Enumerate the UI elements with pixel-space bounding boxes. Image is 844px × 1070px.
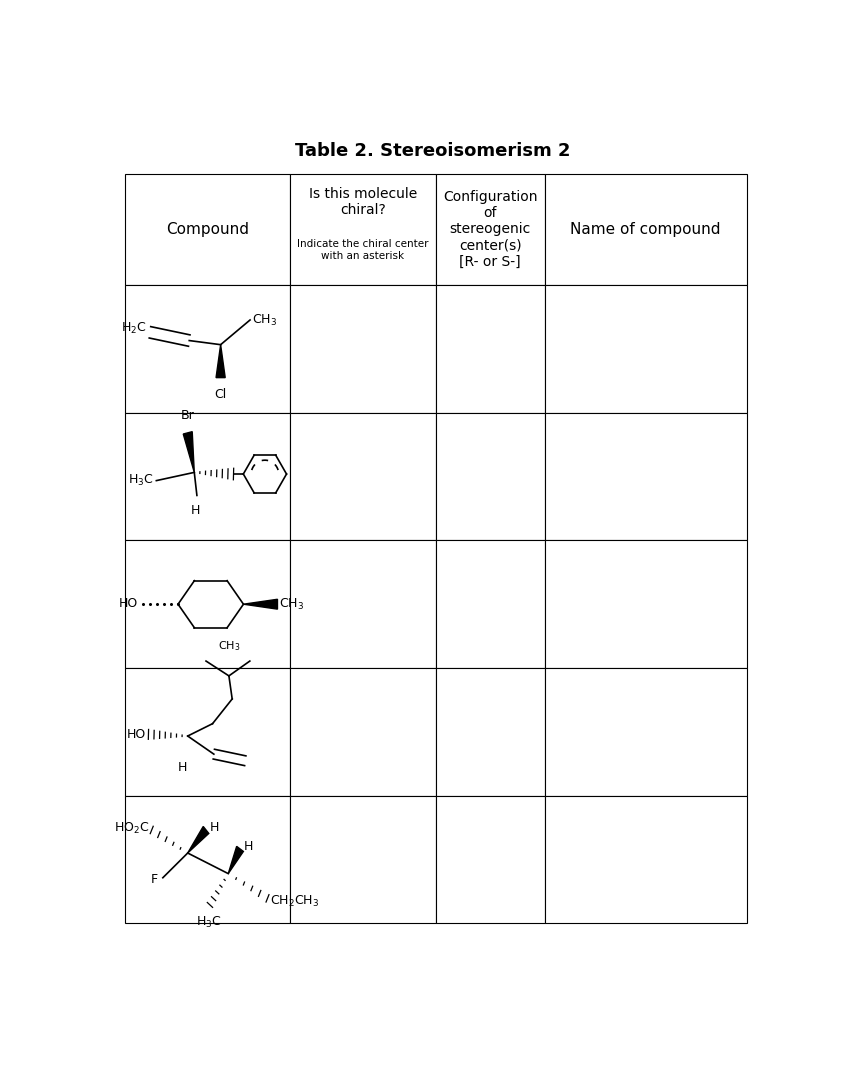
Text: HO$_2$C: HO$_2$C xyxy=(114,821,149,836)
Text: Compound: Compound xyxy=(166,221,249,236)
Bar xyxy=(125,540,289,668)
Bar xyxy=(436,413,544,540)
Text: HO: HO xyxy=(119,597,138,610)
Text: Table 2. Stereoisomerism 2: Table 2. Stereoisomerism 2 xyxy=(295,142,571,160)
Text: F: F xyxy=(151,873,159,886)
Polygon shape xyxy=(228,846,243,873)
Bar xyxy=(544,796,747,923)
Text: Br: Br xyxy=(181,409,195,423)
Bar xyxy=(544,540,747,668)
Text: Name of compound: Name of compound xyxy=(571,221,721,236)
Polygon shape xyxy=(183,431,194,472)
Bar xyxy=(544,413,747,540)
Text: Is this molecule
chiral?: Is this molecule chiral? xyxy=(309,187,417,217)
Text: H$_2$C: H$_2$C xyxy=(122,321,147,336)
Text: HO: HO xyxy=(127,728,146,740)
Text: Cl: Cl xyxy=(214,388,227,401)
Bar xyxy=(289,668,436,796)
Text: H: H xyxy=(243,840,252,853)
Text: H: H xyxy=(209,821,219,834)
Bar xyxy=(436,173,544,285)
Bar xyxy=(125,285,289,413)
Bar xyxy=(289,540,436,668)
Bar xyxy=(289,173,436,285)
Polygon shape xyxy=(187,826,208,853)
Bar xyxy=(125,796,289,923)
Text: H$_3$C: H$_3$C xyxy=(196,915,221,930)
Bar xyxy=(289,285,436,413)
Bar xyxy=(544,668,747,796)
Bar xyxy=(436,540,544,668)
Polygon shape xyxy=(243,599,278,609)
Bar xyxy=(125,668,289,796)
Bar xyxy=(289,413,436,540)
Bar xyxy=(125,173,289,285)
Text: CH$_3$: CH$_3$ xyxy=(252,312,277,327)
Text: H: H xyxy=(178,761,187,774)
Text: Indicate the chiral center
with an asterisk: Indicate the chiral center with an aster… xyxy=(297,239,429,261)
Text: H$_3$C: H$_3$C xyxy=(128,473,154,488)
Bar xyxy=(544,285,747,413)
Bar xyxy=(544,173,747,285)
Bar xyxy=(436,668,544,796)
Bar xyxy=(289,796,436,923)
Bar xyxy=(436,285,544,413)
Text: CH$_2$CH$_3$: CH$_2$CH$_3$ xyxy=(270,895,319,910)
Text: Configuration
of
stereogenic
center(s)
[R- or S-]: Configuration of stereogenic center(s) [… xyxy=(443,190,538,269)
Polygon shape xyxy=(216,345,225,378)
Text: CH$_3$: CH$_3$ xyxy=(279,597,305,612)
Text: H: H xyxy=(191,504,200,517)
Text: CH$_3$: CH$_3$ xyxy=(218,639,241,653)
Bar xyxy=(436,796,544,923)
Bar xyxy=(125,413,289,540)
